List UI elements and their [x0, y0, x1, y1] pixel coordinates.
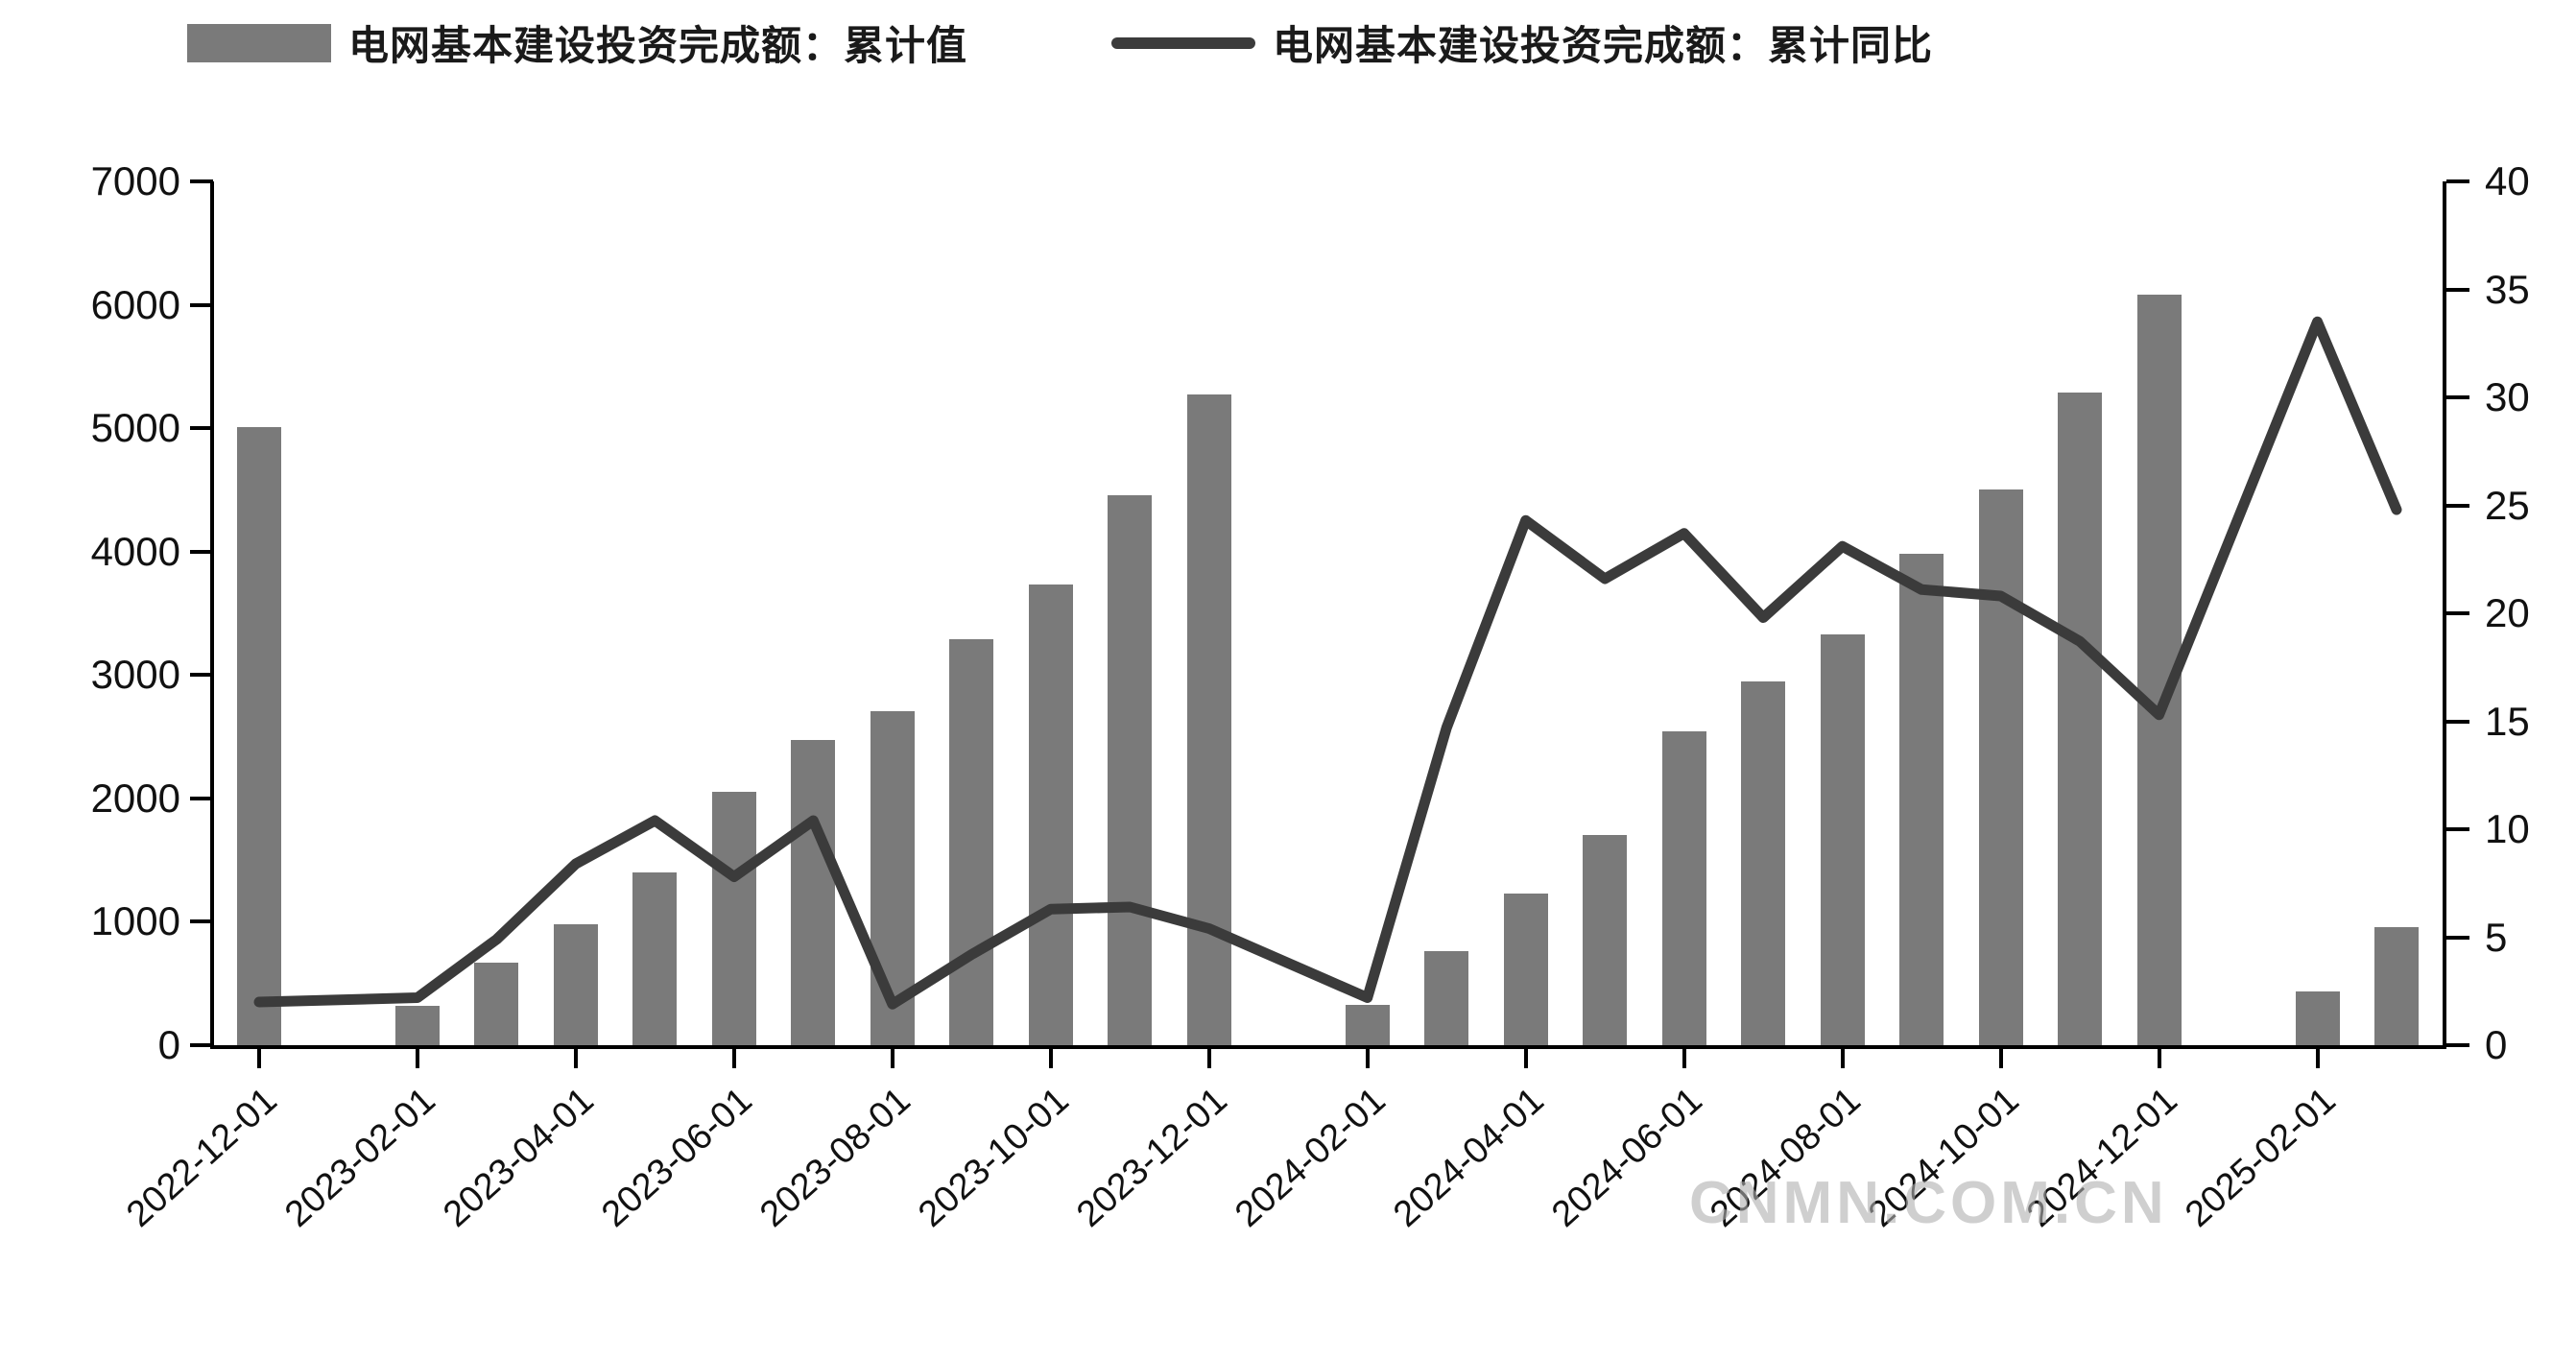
legend: 电网基本建设投资完成额：累计值 电网基本建设投资完成额：累计同比 [187, 13, 1933, 72]
y-axis-right-tick [2446, 179, 2469, 183]
x-axis-tick [1048, 1049, 1053, 1068]
x-axis-tick [573, 1049, 578, 1068]
x-axis-tick [890, 1049, 894, 1068]
bar-2022-12 [237, 426, 281, 1045]
y-axis-left-tick [190, 673, 213, 678]
y-axis-left-tick [190, 179, 213, 183]
bar-2024-06 [1661, 731, 1706, 1045]
x-axis-tick [1840, 1049, 1845, 1068]
y-axis-left-tick [190, 796, 213, 800]
bar-2024-03 [1424, 950, 1469, 1045]
bar-2024-10 [1978, 489, 2023, 1045]
bar-2023-10 [1028, 585, 1073, 1045]
y-axis-left-tick-label: 7000 [90, 158, 180, 203]
bar-2023-04 [553, 924, 598, 1045]
bar-2023-07 [791, 740, 836, 1045]
y-axis-left-tick-label: 1000 [90, 898, 180, 944]
x-axis-tick [1523, 1049, 1528, 1068]
bar-2023-02 [394, 1005, 440, 1045]
y-axis-right-tick [2446, 935, 2469, 940]
y-axis-left-tick-label: 6000 [90, 281, 180, 327]
x-axis-tick [1365, 1049, 1370, 1068]
bar-2024-05 [1583, 835, 1628, 1045]
y-axis-left-tick-label: 3000 [90, 652, 180, 698]
bar-2024-08 [1820, 633, 1865, 1045]
y-axis-right [2443, 181, 2446, 1045]
y-axis-right-tick-label: 25 [2485, 482, 2530, 528]
bar-2024-09 [1899, 554, 1944, 1045]
bar-2024-11 [2058, 392, 2103, 1045]
legend-label-line-series: 电网基本建设投资完成额：累计同比 [1273, 23, 1934, 68]
x-axis-tick [1206, 1049, 1211, 1068]
bar-2023-11 [1108, 494, 1153, 1045]
bar-2023-03 [474, 963, 519, 1045]
bar-2023-05 [632, 872, 678, 1045]
x-axis-tick [415, 1049, 419, 1068]
x-axis-tick [2315, 1049, 2320, 1068]
x-axis-tick [257, 1049, 261, 1068]
y-axis-left [210, 181, 214, 1045]
y-axis-left-tick-label: 5000 [90, 405, 180, 451]
y-axis-right-tick [2446, 287, 2469, 292]
legend-item-line-series: 电网基本建设投资完成额：累计同比 [1111, 13, 1933, 72]
bar-2024-07 [1741, 681, 1786, 1045]
line-series-swatch-icon [1111, 36, 1256, 49]
y-axis-right-tick [2446, 719, 2469, 724]
y-axis-right-tick [2446, 1043, 2469, 1047]
y-axis-left-tick [190, 919, 213, 924]
y-axis-left-tick [190, 1043, 213, 1047]
y-axis-left-tick [190, 426, 213, 431]
y-axis-right-tick-label: 15 [2485, 698, 2530, 744]
y-axis-right-tick [2446, 395, 2469, 399]
watermark: CNMN.COM.CN [1689, 1170, 2168, 1236]
y-axis-left-tick [190, 302, 213, 307]
bar-2023-09 [949, 639, 994, 1045]
bar-2025-03 [2374, 927, 2419, 1045]
x-axis-tick [1998, 1049, 2003, 1068]
y-axis-left-tick [190, 549, 213, 554]
y-axis-right-tick-label: 20 [2485, 590, 2530, 635]
y-axis-right-tick-label: 10 [2485, 806, 2530, 851]
bar-2024-04 [1503, 893, 1548, 1045]
x-axis-tick [2157, 1049, 2161, 1068]
y-axis-right-tick-label: 40 [2485, 158, 2530, 203]
y-axis-right-tick-label: 0 [2485, 1022, 2508, 1067]
legend-label-bar-series: 电网基本建设投资完成额：累计值 [348, 23, 968, 68]
y-axis-right-tick [2446, 611, 2469, 615]
y-axis-right-tick-label: 5 [2485, 914, 2508, 960]
y-axis-right-tick-label: 35 [2485, 266, 2530, 312]
bar-2024-02 [1345, 1004, 1390, 1045]
y-axis-right-tick [2446, 503, 2469, 508]
x-axis-tick [1682, 1049, 1686, 1068]
y-axis-left-tick-label: 2000 [90, 775, 180, 821]
legend-item-bar-series: 电网基本建设投资完成额：累计值 [187, 13, 967, 72]
y-axis-right-tick [2446, 827, 2469, 831]
bar-series-swatch-icon [187, 23, 331, 62]
y-axis-left-tick-label: 0 [157, 1022, 180, 1067]
x-axis-tick [731, 1049, 736, 1068]
bar-2025-02 [2295, 990, 2340, 1045]
y-axis-right-tick-label: 30 [2485, 374, 2530, 419]
y-axis-left-tick-label: 4000 [90, 528, 180, 574]
x-axis [210, 1045, 2446, 1049]
bar-2023-06 [711, 791, 756, 1045]
line-series-path [253, 316, 2402, 1010]
